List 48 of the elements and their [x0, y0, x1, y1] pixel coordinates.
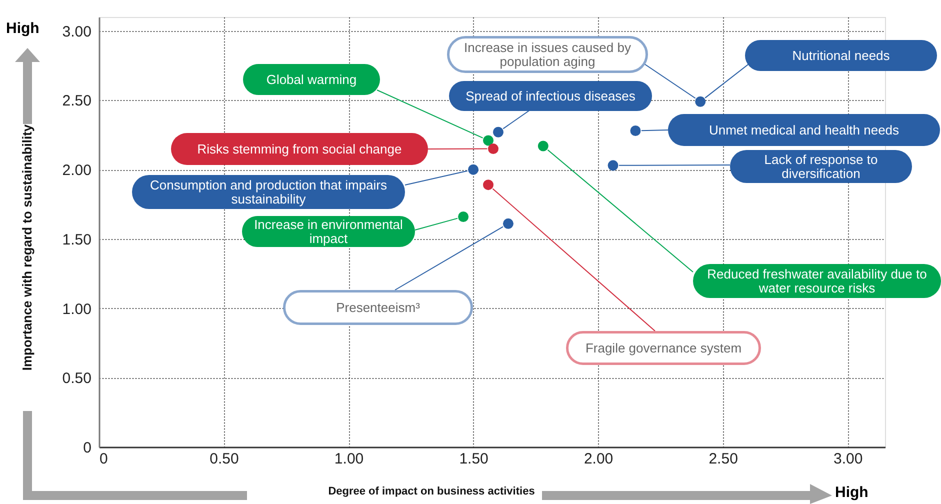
x-tick-label: 2.00 [584, 450, 614, 468]
annotation: Increase in environmental impact [254, 217, 404, 246]
text: High [835, 484, 868, 501]
point [458, 212, 469, 222]
annotation: Global warming [266, 72, 357, 87]
y-tick-label: 1.00 [62, 300, 92, 318]
annotation: Reduced freshwater availability due to water resource risks [707, 266, 927, 296]
y-tick-label: 3.00 [62, 23, 92, 40]
point [483, 135, 494, 146]
annotation: Nutritional needs [792, 48, 890, 63]
annotation: Spread of infectious diseases [466, 88, 636, 104]
point [538, 140, 548, 152]
x-axis-title: Degree of impact on business activities [328, 486, 535, 498]
y-tick-label: 0.50 [62, 370, 92, 388]
x-tick-label: 1.00 [334, 450, 364, 468]
y-tick-label: 1.50 [62, 231, 92, 248]
callout: Increase in environmental impact [242, 216, 458, 247]
text: High [6, 20, 40, 37]
point [492, 126, 504, 138]
annotation: Unmet medical and health needs [708, 122, 900, 138]
callout: Consumption and production that impairs sustainability [132, 170, 468, 209]
callout: Spread of infectious diseases [449, 81, 652, 130]
callout: Risks stemming from social change [171, 133, 488, 165]
annotation: Presenteeism³ [336, 300, 421, 315]
callout: Nutritional needs [704, 40, 937, 98]
y-tick-label: 0 [83, 440, 92, 456]
point [608, 160, 618, 171]
x-tick-label: 0.50 [210, 450, 239, 468]
point [630, 126, 641, 136]
annotation: Risks stemming from social change [197, 142, 402, 156]
annotation: Increase in issues caused by population aging [464, 40, 632, 69]
callout: Lack of response to diversification [618, 150, 912, 183]
point [695, 96, 706, 107]
x-tick-label: 2.50 [708, 450, 738, 468]
point [468, 164, 479, 175]
y-tick-label: 2.00 [62, 162, 92, 180]
x-tick-label: 3.00 [833, 450, 863, 468]
point [488, 144, 498, 154]
y-tick-label: 2.50 [62, 92, 92, 110]
callout: Unmet medical and health needs [640, 114, 940, 146]
point [483, 180, 494, 190]
point [502, 218, 514, 229]
annotation: Lack of response to diversification [764, 152, 878, 181]
annotation: Consumption and production that impairs sustainability [150, 178, 388, 206]
annotation: Fragile governance system [585, 340, 742, 356]
x-tick-label: 0 [100, 450, 108, 468]
x-tick-label: 1.50 [459, 450, 488, 468]
y-axis-title: Importance with regard to sustainability [20, 124, 34, 371]
